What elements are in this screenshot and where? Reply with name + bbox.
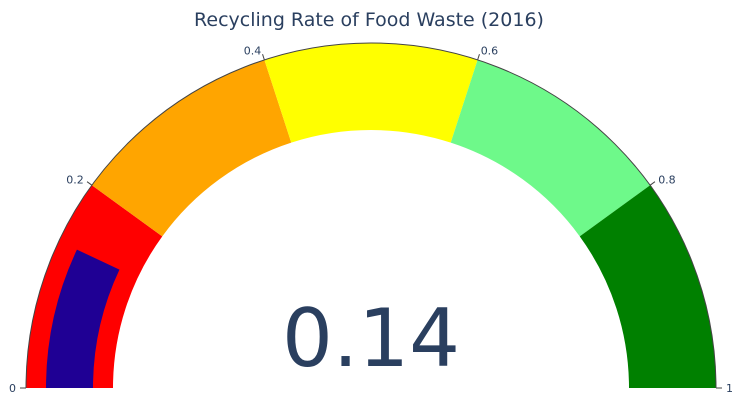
- gauge-ticks: 0 0.2 0.4 0.6 0.8 1: [9, 44, 733, 395]
- gauge-tick-label: 0.6: [481, 44, 499, 57]
- gauge-outline: [25, 42, 717, 389]
- gauge-step-1: [91, 59, 292, 237]
- gauge-tick-mark-1: [86, 181, 93, 186]
- gauge-value-bar-layer: [46, 249, 120, 388]
- gauge-tick-label: 0.8: [658, 173, 676, 186]
- gauge-tick-mark-3: [477, 54, 480, 61]
- gauge-tick-label: 1: [726, 382, 733, 395]
- gauge-tick-mark-2: [262, 54, 265, 61]
- chart-title: Recycling Rate of Food Waste (2016): [194, 9, 544, 31]
- gauge-tick-label: 0.2: [66, 173, 84, 186]
- gauge-value-bar: [46, 249, 120, 388]
- gauge-step-2: [264, 43, 478, 143]
- gauge-value-number: 0.14: [282, 292, 460, 385]
- gauge-step-3: [450, 59, 651, 237]
- gauge-tick-label: 0.4: [244, 44, 262, 57]
- gauge-step-4: [579, 185, 716, 388]
- gauge-tick-mark-4: [649, 181, 656, 186]
- gauge-tick-label: 0: [9, 382, 16, 395]
